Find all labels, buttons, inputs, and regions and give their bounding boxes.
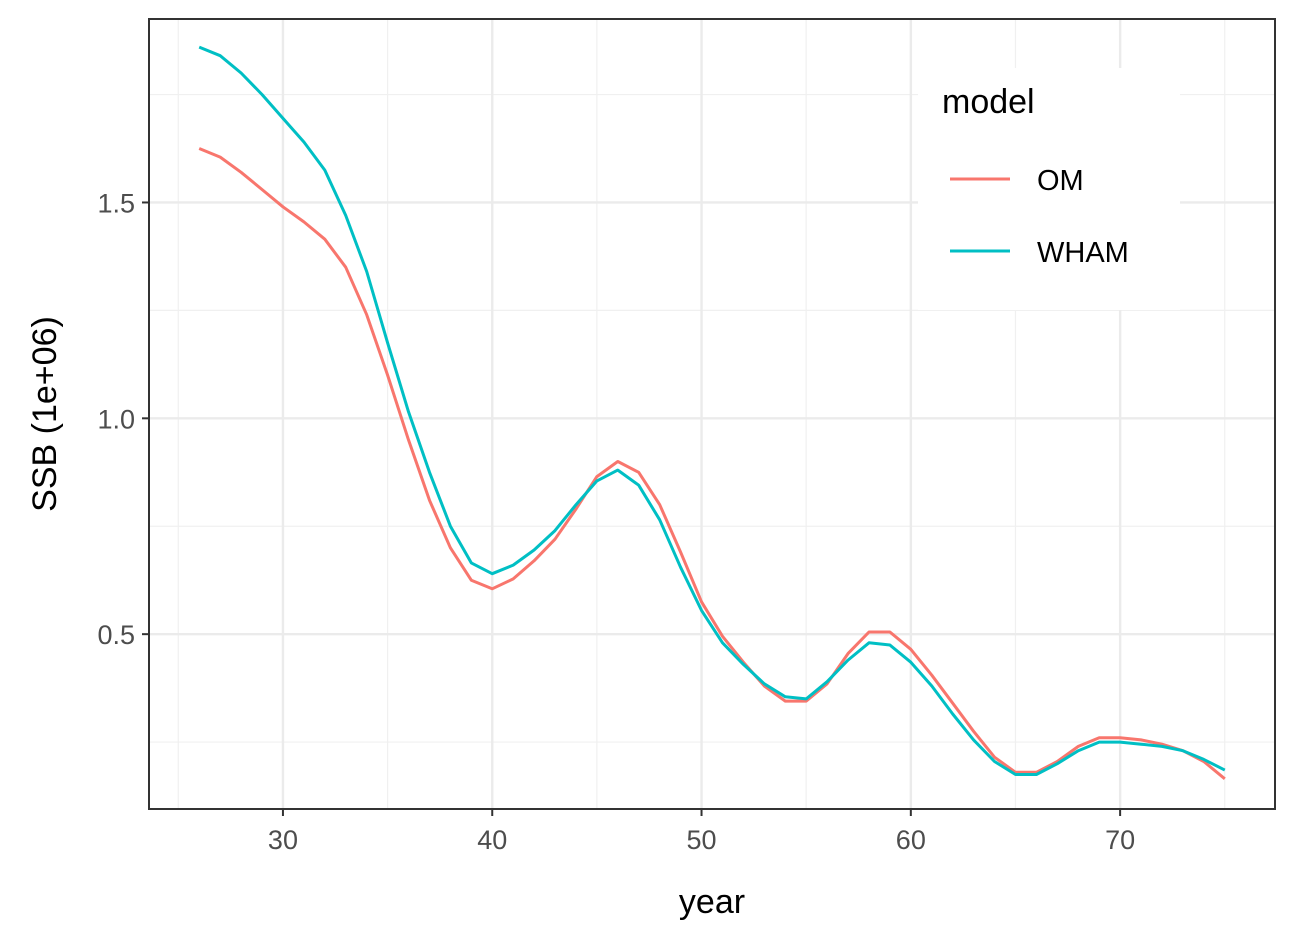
y-tick-label: 1.0 (97, 404, 135, 434)
plot-panel-border (148, 18, 1276, 810)
x-axis-title: year (679, 883, 745, 921)
x-tick-label: 30 (268, 825, 298, 855)
grid-major (149, 19, 1275, 809)
y-axis-title: SSB (1e+06) (26, 316, 64, 512)
y-axis-ticks: 0.5 1.0 1.5 (97, 188, 149, 650)
legend: model OM WHAM (918, 68, 1180, 310)
x-tick-label: 70 (1105, 825, 1135, 855)
series-lines (198, 45, 1226, 780)
y-tick-label: 1.5 (97, 188, 135, 218)
x-tick-label: 50 (687, 825, 717, 855)
series-line-wham (198, 45, 1226, 776)
legend-background (918, 68, 1180, 310)
y-tick-label: 0.5 (97, 620, 135, 650)
legend-label-om: OM (1037, 165, 1084, 197)
series-line-om (198, 147, 1226, 780)
x-tick-label: 40 (477, 825, 507, 855)
legend-label-wham: WHAM (1037, 237, 1129, 269)
legend-title: model (942, 83, 1035, 121)
x-axis-ticks: 30 40 50 60 70 (268, 809, 1135, 855)
x-tick-label: 60 (896, 825, 926, 855)
